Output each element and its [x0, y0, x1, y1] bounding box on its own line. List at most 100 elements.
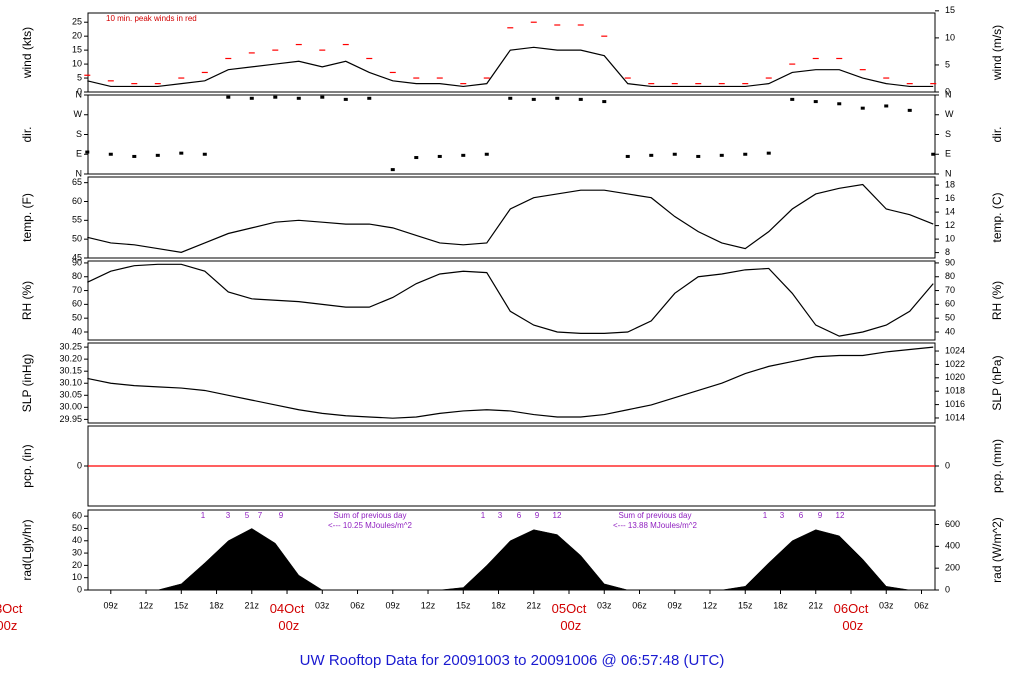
y2-tick-label: 18 [945, 179, 955, 189]
direction-point [837, 102, 842, 106]
hour-label: 12 [836, 511, 845, 520]
y-tick-label: 50 [72, 523, 82, 533]
y-tick-label: 40 [72, 326, 82, 336]
panel-frame [87, 176, 936, 259]
direction-point [108, 152, 113, 156]
y-tick-label: N [76, 89, 83, 99]
y2-axis-label: SLP (hPa) [990, 355, 1004, 410]
direction-point [85, 150, 90, 154]
x-tick-label: 09z [104, 600, 119, 610]
hour-label: 6 [799, 511, 804, 520]
y-axis-label: rad(Lgly/hr) [20, 519, 34, 580]
x-tick-label: 21z [808, 600, 823, 610]
y2-axis-label: rad (W/m^2) [990, 517, 1004, 583]
x-tick-label: 15z [738, 600, 753, 610]
y-tick-label: 30.00 [59, 402, 82, 412]
y2-tick-label: 16 [945, 193, 955, 203]
x-tick-label: 04Oct 00z [270, 601, 305, 633]
y-tick-label: 40 [72, 535, 82, 545]
y-tick-label: S [76, 129, 82, 139]
y2-tick-label: 60 [945, 299, 955, 309]
y2-tick-label: 70 [945, 285, 955, 295]
y2-tick-label: 5 [945, 59, 950, 69]
y-tick-label: 30.20 [59, 354, 82, 364]
y-tick-label: 65 [72, 177, 82, 187]
x-tick-label: 21z [527, 600, 542, 610]
y-tick-label: 70 [72, 285, 82, 295]
y2-tick-label: 50 [945, 313, 955, 323]
y2-axis-label: dir. [990, 126, 1004, 142]
y2-tick-label: 600 [945, 519, 960, 529]
direction-point [531, 97, 536, 101]
y-tick-label: 55 [72, 215, 82, 225]
y2-tick-label: 0 [945, 460, 950, 470]
y2-tick-label: 10 [945, 32, 955, 42]
y2-tick-label: 200 [945, 563, 960, 573]
x-tick-label: 03z [315, 600, 330, 610]
y-tick-label: 30.15 [59, 366, 82, 376]
direction-point [484, 152, 489, 156]
y-tick-label: 0 [77, 86, 82, 96]
direction-point [273, 95, 278, 99]
direction-point [179, 151, 184, 155]
hour-label: 3 [498, 511, 503, 520]
y2-tick-label: 400 [945, 541, 960, 551]
y2-tick-label: 1020 [945, 372, 965, 382]
direction-point [414, 156, 419, 160]
direction-point [743, 152, 748, 156]
y2-tick-label: 12 [945, 220, 955, 230]
panel-frame [87, 260, 936, 341]
y2-tick-label: 1018 [945, 386, 965, 396]
x-tick-label: 03Oct 00z [0, 601, 23, 633]
direction-point [578, 97, 583, 101]
direction-point [320, 95, 325, 99]
direction-point [931, 152, 936, 156]
y-axis-label: dir. [20, 126, 34, 142]
annotation: <--- 10.25 MJoules/m^2 [328, 521, 413, 530]
direction-point [202, 152, 207, 156]
hour-label: 1 [481, 511, 486, 520]
y-tick-label: 30.25 [59, 341, 82, 351]
y-tick-label: 20 [72, 560, 82, 570]
y-tick-label: 10 [72, 58, 82, 68]
chart-title: UW Rooftop Data for 20091003 to 20091006… [300, 652, 725, 669]
x-tick-label: 21z [245, 600, 260, 610]
y-tick-label: 20 [72, 31, 82, 41]
y-tick-label: 50 [72, 313, 82, 323]
y-tick-label: 50 [72, 234, 82, 244]
annotation: 10 min. peak winds in red [106, 14, 197, 23]
annotation: Sum of previous day [334, 511, 407, 520]
hour-label: 5 [245, 511, 250, 520]
direction-point [155, 153, 160, 157]
y-tick-label: E [76, 149, 82, 159]
direction-point [766, 151, 771, 155]
hour-label: 6 [517, 511, 522, 520]
series-line [87, 46, 934, 88]
hour-label: 3 [226, 511, 231, 520]
x-tick-label: 06z [914, 600, 929, 610]
direction-point [508, 96, 513, 100]
x-tick-label: 15z [456, 600, 471, 610]
panel-frame [87, 94, 936, 175]
y-tick-label: 0 [77, 584, 82, 594]
y2-tick-label: 15 [945, 5, 955, 15]
radiation-area [87, 528, 934, 591]
y-axis-label: pcp. (in) [20, 444, 34, 487]
y-tick-label: 60 [72, 196, 82, 206]
y2-tick-label: E [945, 149, 951, 159]
y2-tick-label: 1014 [945, 412, 965, 422]
hour-label: 9 [818, 511, 823, 520]
x-tick-label: 12z [139, 600, 154, 610]
direction-point [790, 97, 795, 101]
x-tick-label: 06Oct 00z [834, 601, 869, 633]
x-tick-label: 18z [209, 600, 224, 610]
hour-label: 12 [553, 511, 562, 520]
direction-point [367, 96, 372, 100]
series-line [87, 346, 934, 419]
direction-point [625, 154, 630, 158]
y2-tick-label: 0 [945, 584, 950, 594]
y2-tick-label: 90 [945, 257, 955, 267]
y2-tick-label: 8 [945, 247, 950, 257]
x-tick-label: 12z [421, 600, 436, 610]
x-tick-label: 18z [491, 600, 506, 610]
